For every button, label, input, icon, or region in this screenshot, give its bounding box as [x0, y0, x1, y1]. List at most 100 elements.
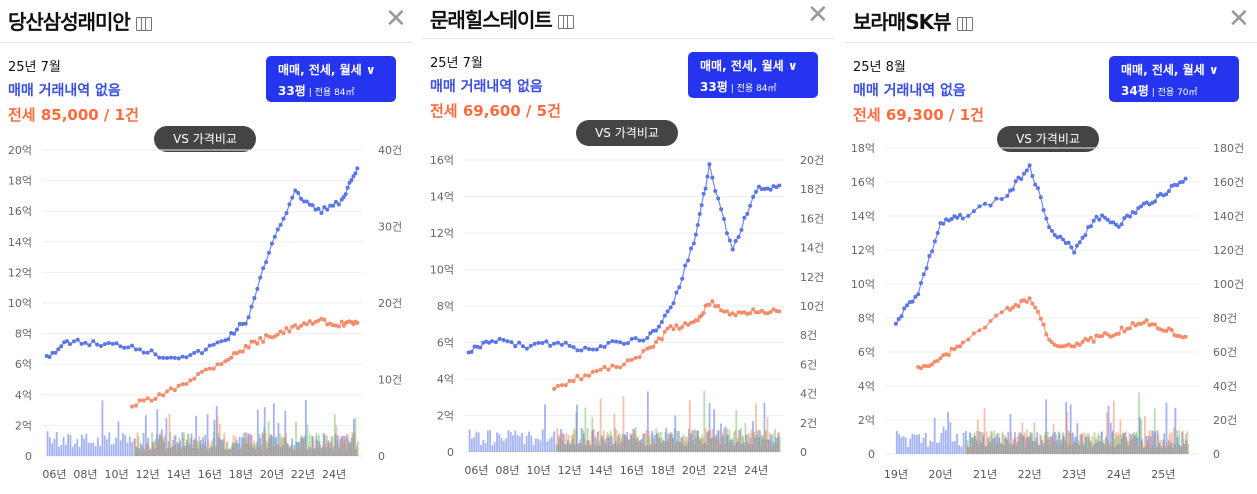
data-point[interactable] — [269, 241, 274, 246]
data-point[interactable] — [544, 339, 549, 344]
data-point[interactable] — [645, 336, 650, 341]
data-point[interactable] — [110, 341, 115, 346]
data-point[interactable] — [759, 187, 764, 192]
data-point[interactable] — [935, 231, 940, 236]
data-point[interactable] — [353, 171, 358, 176]
data-point[interactable] — [517, 340, 522, 345]
data-point[interactable] — [1139, 204, 1144, 209]
data-point[interactable] — [1164, 192, 1169, 197]
data-point[interactable] — [1013, 179, 1018, 184]
data-point[interactable] — [316, 318, 321, 323]
data-point[interactable] — [983, 201, 988, 206]
data-point[interactable] — [99, 344, 104, 349]
data-point[interactable] — [637, 355, 642, 360]
data-point[interactable] — [339, 319, 344, 324]
data-point[interactable] — [341, 323, 346, 328]
data-point[interactable] — [336, 202, 341, 207]
data-point[interactable] — [478, 345, 483, 350]
data-point[interactable] — [555, 383, 560, 388]
data-point[interactable] — [336, 324, 341, 329]
data-point[interactable] — [938, 356, 943, 361]
data-point[interactable] — [727, 238, 732, 243]
data-point[interactable] — [219, 362, 224, 367]
data-point[interactable] — [671, 327, 676, 332]
data-point[interactable] — [87, 343, 92, 348]
data-point[interactable] — [651, 328, 656, 333]
data-point[interactable] — [246, 315, 251, 320]
data-point[interactable] — [1035, 309, 1040, 314]
data-point[interactable] — [333, 199, 338, 204]
data-point[interactable] — [188, 353, 193, 358]
data-point[interactable] — [559, 342, 564, 347]
data-point[interactable] — [1052, 233, 1057, 238]
data-point[interactable] — [677, 285, 682, 290]
data-point[interactable] — [226, 357, 231, 362]
data-point[interactable] — [157, 392, 162, 397]
data-point[interactable] — [137, 398, 142, 403]
data-point[interactable] — [1183, 176, 1188, 181]
data-point[interactable] — [299, 196, 304, 201]
data-point[interactable] — [1119, 222, 1124, 227]
data-point[interactable] — [916, 292, 921, 297]
data-point[interactable] — [258, 336, 263, 341]
data-point[interactable] — [255, 286, 260, 291]
data-point[interactable] — [686, 258, 691, 263]
data-point[interactable] — [1105, 332, 1110, 337]
data-point[interactable] — [310, 203, 315, 208]
data-point[interactable] — [161, 355, 166, 360]
data-point[interactable] — [610, 363, 615, 368]
data-point[interactable] — [184, 382, 189, 387]
data-point[interactable] — [165, 389, 170, 394]
data-point[interactable] — [252, 339, 257, 344]
data-point[interactable] — [149, 348, 154, 353]
data-point[interactable] — [56, 347, 61, 352]
data-point[interactable] — [1047, 225, 1052, 230]
data-point[interactable] — [1044, 216, 1049, 221]
data-point[interactable] — [472, 344, 477, 349]
data-point[interactable] — [1133, 211, 1138, 216]
data-point[interactable] — [293, 323, 298, 328]
data-point[interactable] — [736, 235, 741, 240]
data-point[interactable] — [75, 337, 80, 342]
data-point[interactable] — [691, 241, 696, 246]
data-point[interactable] — [1108, 220, 1113, 225]
compare-button[interactable]: VS 가격비교 — [576, 120, 678, 146]
data-point[interactable] — [1183, 334, 1188, 339]
data-point[interactable] — [552, 341, 557, 346]
data-point[interactable] — [1094, 214, 1099, 219]
data-point[interactable] — [331, 323, 336, 328]
data-point[interactable] — [707, 302, 712, 307]
data-point[interactable] — [618, 365, 623, 370]
data-point[interactable] — [924, 266, 929, 271]
data-point[interactable] — [319, 210, 324, 215]
data-point[interactable] — [674, 323, 679, 328]
data-point[interactable] — [641, 338, 646, 343]
data-point[interactable] — [50, 350, 55, 355]
data-point[interactable] — [1080, 339, 1085, 344]
data-point[interactable] — [215, 340, 220, 345]
data-point[interactable] — [91, 339, 96, 344]
data-point[interactable] — [180, 354, 185, 359]
data-point[interactable] — [768, 187, 773, 192]
data-point[interactable] — [918, 280, 923, 285]
data-point[interactable] — [114, 341, 119, 346]
data-point[interactable] — [590, 369, 595, 374]
data-point[interactable] — [145, 396, 150, 401]
data-point[interactable] — [614, 339, 619, 344]
data-point[interactable] — [994, 313, 999, 318]
data-point[interactable] — [756, 184, 761, 189]
data-point[interactable] — [296, 190, 301, 195]
data-point[interactable] — [1061, 237, 1066, 242]
data-point[interactable] — [1102, 215, 1107, 220]
data-point[interactable] — [1086, 338, 1091, 343]
data-point[interactable] — [930, 249, 935, 254]
data-point[interactable] — [246, 345, 251, 350]
price-chart[interactable]: 18억 16억 14억 12억 10억 8억 6억 4억 2억 0 180건 160건 140건 120건… — [845, 140, 1257, 494]
data-point[interactable] — [133, 347, 138, 352]
data-point[interactable] — [563, 340, 568, 345]
data-point[interactable] — [532, 341, 537, 346]
data-point[interactable] — [1127, 214, 1132, 219]
data-point[interactable] — [662, 329, 667, 334]
data-point[interactable] — [184, 355, 189, 360]
data-point[interactable] — [654, 328, 659, 333]
